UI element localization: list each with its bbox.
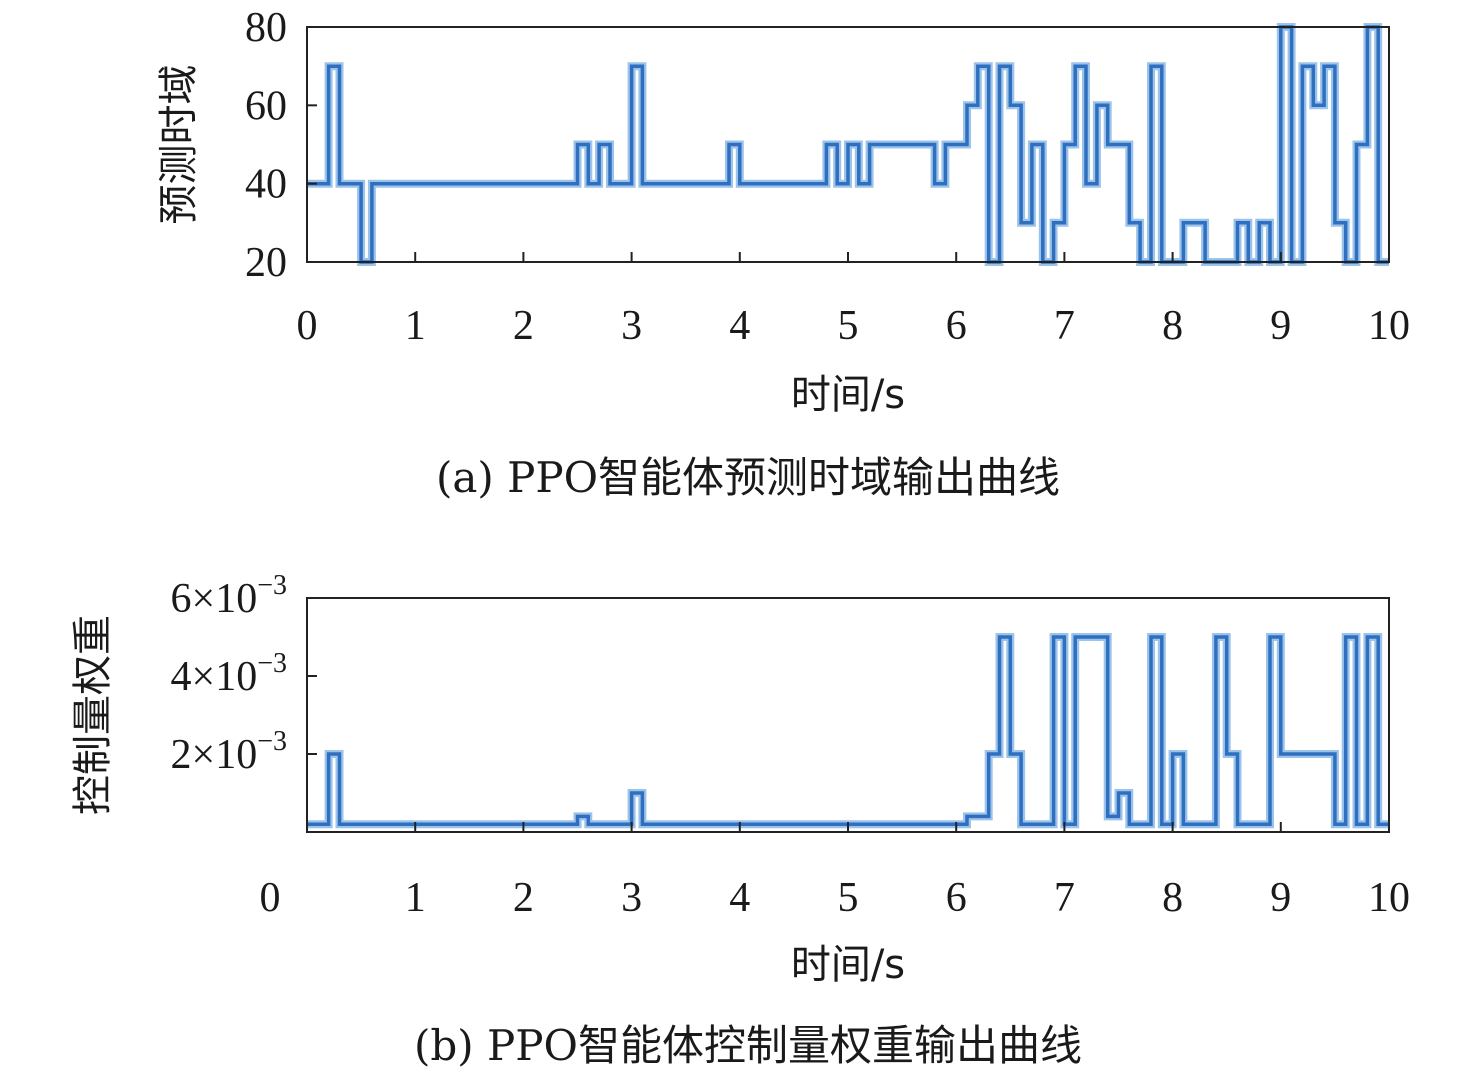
chart-b-y-axis: 2×10−3 4×10−3 6×10−3 <box>171 570 317 778</box>
chart-a-x-tick-label: 3 <box>621 303 642 349</box>
chart-a-x-tick-label: 8 <box>1162 303 1183 349</box>
chart-a-x-tick-label: 7 <box>1054 303 1075 349</box>
chart-a-caption: (a) PPO智能体预测时域输出曲线 <box>436 453 1060 502</box>
chart-a-x-tick-label: 9 <box>1270 303 1291 349</box>
chart-a-x-tick-label: 5 <box>838 303 859 349</box>
chart-panel-b: 0 1 2 3 4 5 6 7 8 9 10 2×10−3 4×10−3 6×10−3 时间/s 控制量… <box>70 570 1410 1070</box>
chart-b-y-tick-label: 4×10−3 <box>171 648 287 700</box>
chart-a-x-tick-label: 6 <box>946 303 967 349</box>
chart-b-x-tick-label: 3 <box>621 875 642 921</box>
chart-panel-a: 0 1 2 3 4 5 6 7 8 9 10 20 40 60 80 时间/s 预测时域 (a) PPO智… <box>156 5 1410 502</box>
chart-b-x-tick-label: 8 <box>1162 875 1183 921</box>
chart-a-x-axis-label: 时间/s <box>791 372 905 418</box>
chart-b-caption: (b) PPO智能体控制量权重输出曲线 <box>414 1021 1082 1070</box>
chart-a-x-tick-label: 4 <box>729 303 750 349</box>
chart-b-x-tick-label: 1 <box>405 875 426 921</box>
chart-b-series <box>307 633 1389 829</box>
chart-b-x-axis: 0 1 2 3 4 5 6 7 8 9 10 <box>260 822 1410 921</box>
chart-b-x-tick-label: 9 <box>1270 875 1291 921</box>
chart-b-y-axis-label: 控制量权重 <box>70 615 116 815</box>
chart-b-x-tick-label: 5 <box>838 875 859 921</box>
chart-a-x-axis: 0 1 2 3 4 5 6 7 8 9 10 <box>297 252 1410 349</box>
chart-a-x-tick-label: 1 <box>405 303 426 349</box>
chart-b-x-tick-label: 6 <box>946 875 967 921</box>
chart-b-x-tick-label: 7 <box>1054 875 1075 921</box>
chart-b-x-tick-label: 2 <box>513 875 534 921</box>
chart-a-y-axis-label: 预测时域 <box>156 65 202 225</box>
chart-b-series-line <box>307 635 1389 826</box>
chart-b-y-tick-label: 6×10−3 <box>171 570 287 622</box>
chart-b-x-tick-label: 4 <box>729 875 750 921</box>
chart-a-y-tick-label: 20 <box>245 240 287 286</box>
chart-a-x-tick-label: 0 <box>297 303 318 349</box>
chart-a-y-tick-label: 40 <box>245 162 287 208</box>
chart-a-y-axis: 20 40 60 80 <box>245 5 317 286</box>
chart-b-y-tick-label: 2×10−3 <box>171 726 287 778</box>
chart-a-y-tick-label: 80 <box>245 5 287 51</box>
chart-a-x-tick-label: 2 <box>513 303 534 349</box>
chart-a-y-tick-label: 60 <box>245 83 287 129</box>
chart-a-series <box>307 23 1389 266</box>
chart-b-x-tick-label: 10 <box>1368 875 1410 921</box>
chart-b-x-tick-label: 0 <box>260 875 281 921</box>
chart-a-series-line <box>307 25 1389 264</box>
chart-b-x-axis-label: 时间/s <box>791 942 905 988</box>
chart-a-x-tick-label: 10 <box>1368 303 1410 349</box>
